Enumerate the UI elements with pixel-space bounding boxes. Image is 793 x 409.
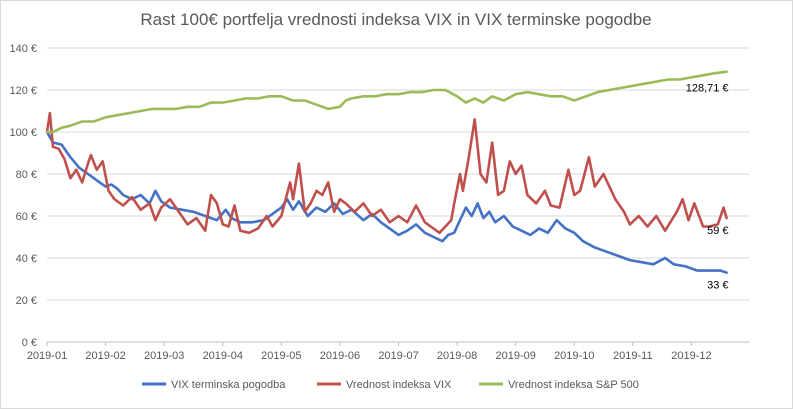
series-line-2 bbox=[45, 111, 728, 235]
grid-layer bbox=[47, 47, 750, 343]
legend-label: Vrednost indeksa S&P 500 bbox=[508, 379, 639, 391]
y-tick-label: 60 € bbox=[16, 211, 37, 223]
series-end-label-2: 59 € bbox=[707, 225, 728, 237]
y-tick-label: 40 € bbox=[16, 253, 37, 265]
x-tick-label: 2019-10 bbox=[554, 350, 594, 362]
y-tick-label: 120 € bbox=[9, 85, 37, 97]
y-tick-label: 140 € bbox=[9, 43, 37, 55]
series-line-3 bbox=[45, 70, 728, 134]
y-tick-label: 100 € bbox=[9, 127, 37, 139]
series-end-label-3: 128,71 € bbox=[686, 83, 729, 95]
x-tick-label: 2019-07 bbox=[378, 350, 418, 362]
x-tick-label: 2019-02 bbox=[85, 350, 125, 362]
series-line-1 bbox=[45, 130, 728, 274]
x-tick-label: 2019-12 bbox=[671, 350, 711, 362]
legend-label: Vrednost indeksa VIX bbox=[346, 379, 452, 391]
legend-label: VIX terminska pogodba bbox=[171, 379, 286, 391]
y-tick-label: 0 € bbox=[22, 337, 37, 349]
series-layer bbox=[45, 70, 728, 274]
y-axis: 0 € 20 € 40 € 60 € 80 € 100 € 120 € 140 € bbox=[9, 43, 37, 349]
x-tick-label: 2019-06 bbox=[320, 350, 360, 362]
x-tick-label: 2019-05 bbox=[261, 350, 301, 362]
end-labels: 33 € 59 € 128,71 € bbox=[686, 83, 729, 292]
legend: VIX terminska pogodba Vrednost indeksa VI… bbox=[142, 379, 639, 391]
chart-title: Rast 100€ portfelja vrednosti indeksa VI… bbox=[140, 10, 651, 29]
x-tick-label: 2019-04 bbox=[203, 350, 243, 362]
x-tick-label: 2019-01 bbox=[27, 350, 67, 362]
y-tick-label: 80 € bbox=[16, 169, 37, 181]
x-tick-label: 2019-03 bbox=[144, 350, 184, 362]
x-tick-label: 2019-11 bbox=[613, 350, 653, 362]
x-tick-label: 2019-09 bbox=[495, 350, 535, 362]
series-end-label-1: 33 € bbox=[707, 280, 728, 292]
x-axis: 2019-01 2019-02 2019-03 2019-04 2019-05 2019-… bbox=[27, 342, 712, 362]
y-tick-label: 20 € bbox=[16, 295, 37, 307]
x-tick-label: 2019-08 bbox=[437, 350, 477, 362]
